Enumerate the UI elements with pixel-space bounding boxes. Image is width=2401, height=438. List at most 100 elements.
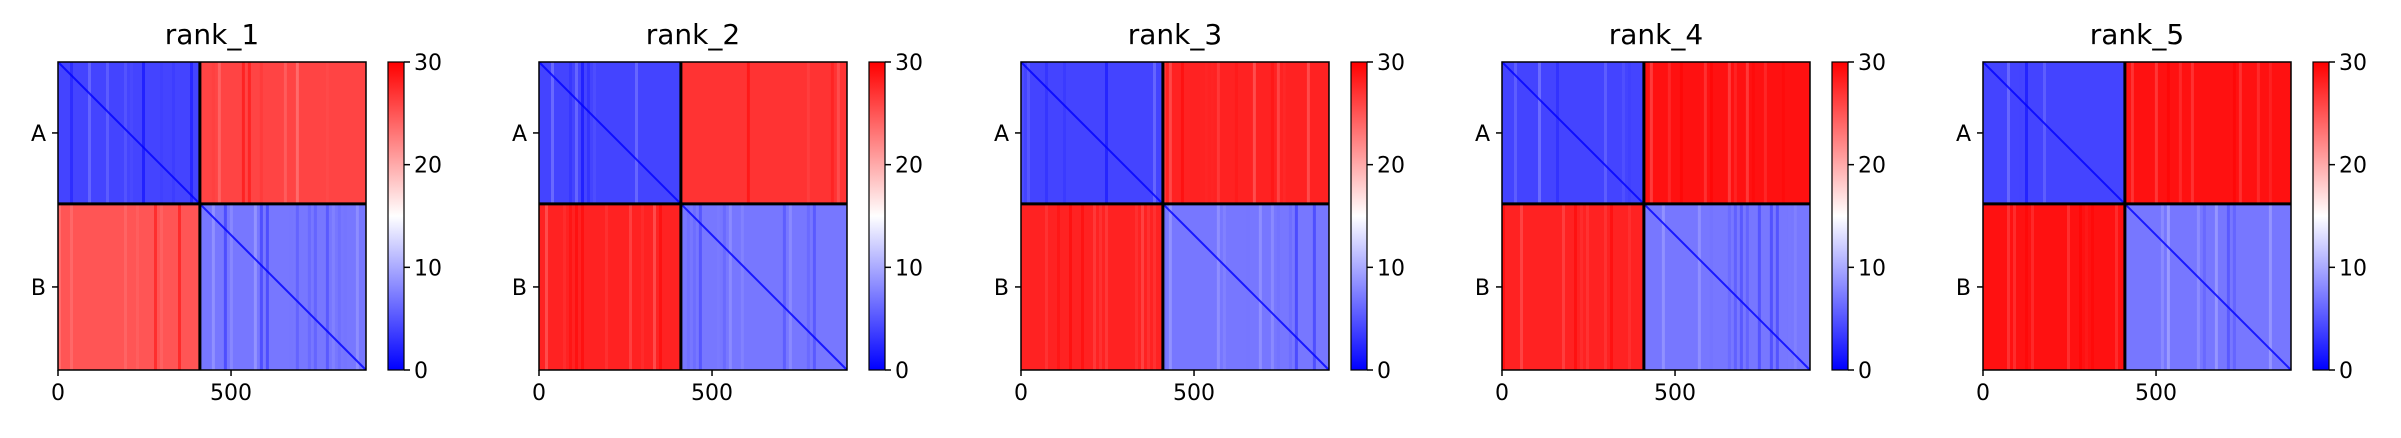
heatmap-texture (2013, 203, 2016, 370)
panel-title: rank_1 (165, 18, 259, 51)
heatmap-texture (1270, 62, 1274, 204)
y-tick-label: B (994, 276, 1009, 301)
heatmap-texture (1063, 62, 1066, 204)
heatmap-texture (1270, 203, 1274, 370)
heatmap-texture (2166, 203, 2170, 370)
colorbar-tick-label: 30 (895, 51, 923, 76)
plot-frame (57, 61, 367, 371)
heatmap-texture (1787, 203, 1791, 370)
heatmap-texture (337, 203, 341, 370)
heatmap-texture (692, 203, 696, 370)
heatmap-texture (2085, 203, 2088, 370)
colorbar-tick-label: 0 (1858, 359, 1872, 384)
heatmap-texture (2202, 203, 2206, 370)
heatmap-texture (325, 203, 329, 370)
heatmap-texture (2007, 203, 2010, 370)
colorbar-tick-label: 0 (2339, 359, 2353, 384)
heatmap-texture (836, 62, 840, 204)
heatmap-texture (1757, 203, 1761, 370)
heatmap-texture (2154, 62, 2158, 204)
heatmap-diagonal (1501, 61, 1811, 371)
colorbar-tick-label: 20 (1377, 154, 1405, 179)
heatmap-texture (1604, 62, 1607, 204)
heatmap-texture (1057, 203, 1060, 370)
x-tick-label: 0 (1495, 381, 1509, 406)
panel-title: rank_2 (646, 18, 740, 51)
heatmap-texture (788, 203, 792, 370)
heatmap-texture (653, 203, 656, 370)
heatmap-texture (253, 203, 257, 370)
heatmap-texture (1727, 203, 1731, 370)
heatmap-texture (1703, 62, 1707, 204)
heatmap-texture (241, 62, 245, 204)
heatmap-texture (2166, 62, 2170, 204)
heatmap-texture (2178, 62, 2182, 204)
heatmap-texture (1282, 62, 1286, 204)
heatmap-texture (1793, 203, 1797, 370)
heatmap-texture (1222, 203, 1226, 370)
heatmap-texture (295, 62, 299, 204)
heatmap-texture (1045, 62, 1048, 204)
heatmap-texture (2190, 62, 2194, 204)
heatmap-texture (229, 203, 233, 370)
heatmap-texture (160, 203, 163, 370)
heatmap-texture (806, 203, 810, 370)
heatmap-texture (70, 203, 73, 370)
y-tick-label: B (1956, 276, 1971, 301)
heatmap-block-BA (58, 203, 200, 370)
heatmap-texture (605, 203, 608, 370)
heatmap-texture (575, 62, 578, 204)
heatmap-texture (1294, 203, 1298, 370)
heatmap-texture (581, 62, 584, 204)
colorbar-tick-label: 0 (1377, 359, 1391, 384)
panel-title: rank_4 (1609, 18, 1703, 51)
heatmap-texture (2031, 203, 2034, 370)
x-tick-label: 0 (1014, 381, 1028, 406)
heatmap-texture (58, 203, 61, 370)
x-tick-label: 500 (691, 381, 733, 406)
colorbar-frame (868, 61, 886, 371)
heatmap-texture (2232, 62, 2236, 204)
heatmap-block-AB (680, 62, 847, 204)
heatmap-texture (1168, 62, 1172, 204)
heatmap-texture (259, 203, 263, 370)
heatmap-texture (1168, 203, 1172, 370)
heatmap-texture (313, 203, 317, 370)
colorbar-tick-label: 20 (2339, 154, 2367, 179)
heatmap-texture (1610, 203, 1613, 370)
heatmap-texture (355, 203, 359, 370)
colorbar (1351, 62, 1367, 370)
heatmap-texture (70, 62, 73, 204)
heatmap-texture (343, 203, 347, 370)
heatmap-texture (283, 62, 287, 204)
heatmap-texture (136, 203, 139, 370)
x-tick-label: 500 (210, 381, 252, 406)
heatmap-texture (569, 62, 572, 204)
heatmap-texture (223, 203, 227, 370)
heatmap-texture (1751, 62, 1755, 204)
heatmap-texture (1697, 203, 1701, 370)
heatmap-texture (2268, 203, 2272, 370)
heatmap-texture (1312, 203, 1316, 370)
heatmap-block-AB (199, 62, 366, 204)
heatmap-texture (1216, 203, 1220, 370)
heatmap-texture (1069, 203, 1072, 370)
heatmap-texture (2238, 62, 2242, 204)
heatmap-texture (2007, 62, 2010, 204)
x-tick-label: 0 (1976, 381, 1990, 406)
heatmap-texture (1733, 203, 1737, 370)
heatmap-texture (1153, 203, 1156, 370)
heatmap-texture (1234, 62, 1238, 204)
heatmap-texture (1153, 62, 1156, 204)
heatmap-texture (722, 203, 726, 370)
heatmap-texture (124, 62, 127, 204)
heatmap-block-BA (1502, 203, 1644, 370)
heatmap-texture (178, 203, 181, 370)
heatmap-texture (1709, 62, 1713, 204)
colorbar-tick-label: 20 (895, 154, 923, 179)
y-tick-label: B (1475, 276, 1490, 301)
y-tick-label: A (512, 122, 527, 147)
y-tick-label: B (31, 276, 46, 301)
heatmap-texture (1502, 203, 1505, 370)
